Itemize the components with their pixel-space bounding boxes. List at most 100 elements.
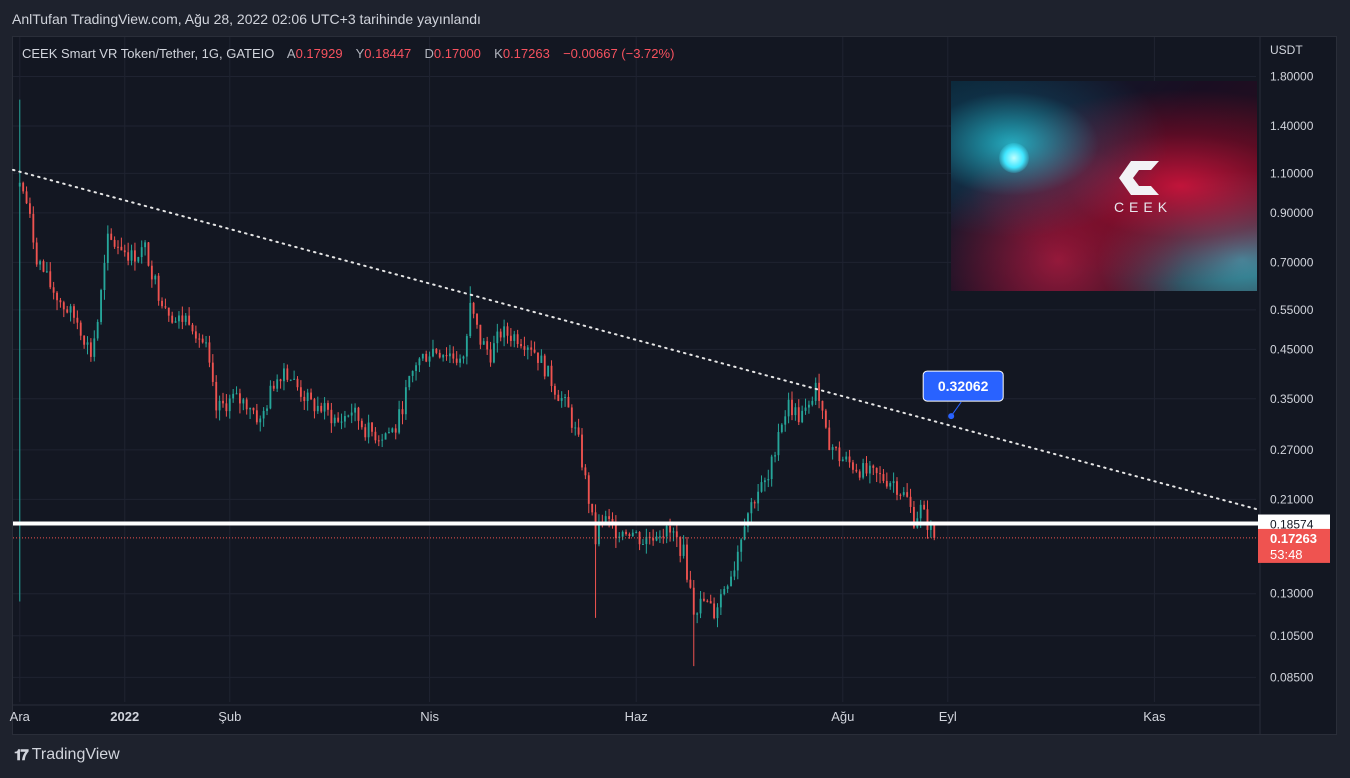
price-tick-label: 1.10000 <box>1270 166 1314 180</box>
candle-body <box>801 410 804 423</box>
candle-body <box>238 393 241 404</box>
candle-body <box>52 287 55 293</box>
candle-body <box>496 331 499 344</box>
candle-body <box>455 358 458 363</box>
candle-body <box>29 203 31 214</box>
candle-body <box>272 385 275 389</box>
candle-body <box>49 271 52 288</box>
candle-body <box>262 410 265 419</box>
high-label: Y <box>355 46 365 61</box>
close-label: K <box>494 46 503 61</box>
candle-body <box>354 407 357 413</box>
candle-body <box>343 416 346 422</box>
candle-body <box>926 509 929 530</box>
candle-body <box>22 182 25 192</box>
candle-body <box>242 399 245 404</box>
currency-label[interactable]: USDT <box>1270 43 1303 57</box>
candle-body <box>912 506 915 528</box>
candle-body <box>283 368 285 382</box>
candle-body <box>154 275 157 280</box>
candle-body <box>587 475 590 504</box>
candle-body <box>435 348 438 353</box>
candle-body <box>364 427 367 438</box>
candle-body <box>106 233 109 264</box>
candle-body <box>723 588 726 595</box>
candle-body <box>621 531 624 537</box>
candle-body <box>537 352 539 363</box>
candle-body <box>614 522 617 538</box>
candle-body <box>323 403 326 412</box>
candle-body <box>763 480 766 483</box>
candle-body <box>93 338 96 357</box>
candle-body <box>465 336 468 357</box>
candle-body <box>171 315 174 323</box>
candle-body <box>42 261 45 272</box>
candle-body <box>25 191 28 204</box>
candle-body <box>398 409 401 433</box>
candle-body <box>286 368 289 380</box>
candle-body <box>804 407 807 411</box>
candle-body <box>713 603 716 619</box>
open-label: A <box>286 46 296 61</box>
candle-body <box>929 524 932 530</box>
candle-body <box>117 246 119 248</box>
candle-body <box>662 536 665 538</box>
low-label: D <box>424 46 434 61</box>
candle-body <box>692 587 695 615</box>
time-tick-label: Nis <box>420 709 439 724</box>
candle-body <box>675 531 678 538</box>
candle-body <box>438 352 441 358</box>
high-value: 0.18447 <box>364 46 412 61</box>
candle-body <box>178 315 180 322</box>
candle-body <box>425 353 428 362</box>
candle-body <box>161 300 163 307</box>
candle-body <box>530 347 533 350</box>
candle-body <box>320 405 323 412</box>
candle-body <box>147 242 150 266</box>
candle-body <box>330 409 333 424</box>
candle-body <box>123 250 126 253</box>
ceek-logo-image: CEEK <box>951 81 1257 291</box>
candle-body <box>828 427 831 450</box>
candle-body <box>706 600 709 602</box>
candle-body <box>296 378 299 388</box>
candle-body <box>699 598 702 614</box>
candle-body <box>570 407 573 428</box>
candle-body <box>401 409 404 415</box>
time-tick-label: Ağu <box>831 709 854 724</box>
candle-body <box>350 412 353 416</box>
tradingview-name: TradingView <box>31 746 120 763</box>
candle-body <box>252 407 255 411</box>
candle-body <box>337 417 340 422</box>
candle-body <box>523 346 526 350</box>
candle-body <box>303 396 306 402</box>
candle-body <box>408 375 411 388</box>
time-tick-label: Şub <box>218 709 241 724</box>
candle-body <box>750 502 753 514</box>
candle-body <box>835 447 837 449</box>
price-tick-label: 0.70000 <box>1270 255 1314 269</box>
glow-orb-icon <box>999 143 1029 173</box>
candle-body <box>137 257 140 262</box>
candle-body <box>526 347 529 350</box>
candle-body <box>516 334 519 345</box>
candle-body <box>421 353 424 359</box>
candle-body <box>845 456 848 460</box>
candle-body <box>232 393 235 399</box>
candle-body <box>780 424 783 433</box>
candle-body <box>174 321 177 323</box>
candle-body <box>709 601 712 604</box>
candle-body <box>777 432 780 456</box>
candle-body <box>811 400 814 405</box>
candle-body <box>479 324 482 345</box>
candle-body <box>100 290 102 322</box>
candle-body <box>631 532 634 537</box>
candle-body <box>598 521 600 545</box>
candle-body <box>831 447 834 450</box>
callout-bubble <box>922 370 1004 402</box>
tradingview-branding[interactable]: 𝟏𝟕 TradingView <box>14 746 120 764</box>
candle-body <box>133 250 136 262</box>
price-tick-label: 0.27000 <box>1270 443 1314 457</box>
candle-body <box>340 421 343 423</box>
